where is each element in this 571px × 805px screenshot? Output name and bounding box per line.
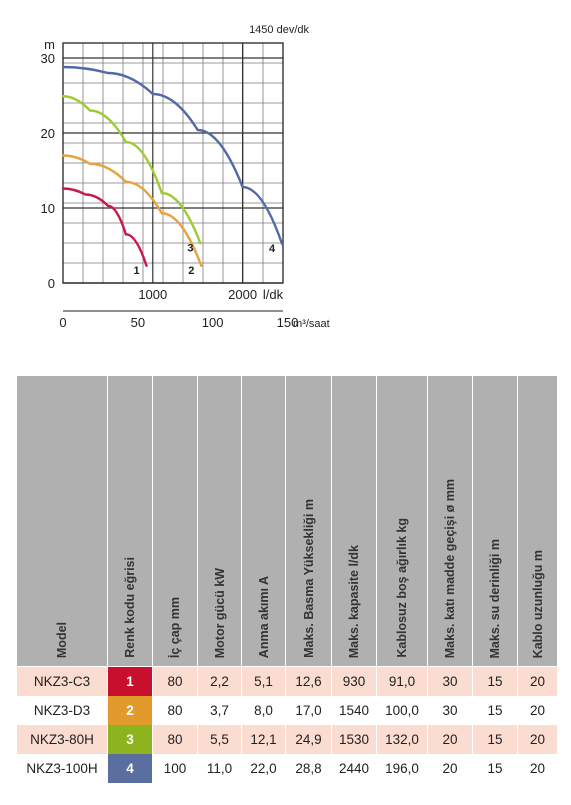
curve-2 — [61, 154, 203, 267]
table-cell: 12,6 — [285, 666, 332, 696]
model-cell: NKZ3-100H — [16, 754, 108, 783]
table-cell: 30 — [427, 696, 473, 725]
column-header: Model — [16, 375, 108, 667]
table-cell: 132,0 — [376, 725, 428, 754]
table-row: NKZ3-C3 1 80 2,2 5,1 12,6 930 91,0 30 15 20 — [16, 666, 558, 696]
x-tick-label-bottom: 0 — [59, 315, 66, 330]
table-row: NKZ3-D3 2 80 3,7 8,0 17,0 1540 100,0 30 15 20 — [16, 696, 558, 725]
table-cell: 24,9 — [285, 725, 332, 754]
chart-svg: 1 2 3 4 0 10 20 30m 1000 2000 l/dk 0 50 100 150m³/saat… — [41, 24, 330, 330]
table-cell: 1530 — [331, 725, 377, 754]
column-header-label: Kablosuz boş ağırlık kg — [395, 518, 409, 658]
table-cell: 15 — [472, 754, 518, 783]
column-header-label: Anma akımı A — [256, 575, 271, 658]
table-cell: 22,0 — [241, 754, 286, 783]
table-cell: 20 — [517, 666, 558, 696]
y-axis-label: m — [44, 37, 55, 52]
curve-4 — [61, 65, 284, 246]
table-cell: 12,1 — [241, 725, 286, 754]
column-header: Maks. Basma Yüksekliği m — [285, 375, 332, 667]
x-axis-label-bottom: m³/saat — [293, 318, 330, 330]
pump-curve-chart: 1 2 3 4 0 10 20 30 m 1000 2000 l/dk 0 50 100 150 m³/saat… — [0, 0, 571, 340]
chart-title: 1450 dev/dk — [249, 24, 309, 36]
table-cell: 20 — [427, 725, 473, 754]
column-header: Maks. kapasite l/dk — [331, 375, 377, 667]
curve-1 — [61, 187, 148, 267]
table-cell: 930 — [331, 666, 377, 696]
curve-label-1: 1 — [133, 265, 139, 277]
table-cell: 5,1 — [241, 666, 286, 696]
y-tick-label: 10 — [41, 201, 55, 216]
y-tick-label: 30 — [41, 51, 55, 66]
color-code-cell: 4 — [107, 754, 153, 783]
y-tick-label: 0 — [48, 276, 55, 291]
table-cell: 1540 — [331, 696, 377, 725]
table-cell: 3,7 — [197, 696, 242, 725]
spec-table: Model Renk kodu eğrisi İç çap mm Motor gücü… — [16, 375, 558, 783]
column-header-label: Renk kodu eğrisi — [123, 557, 137, 658]
x-tick-label-bottom: 150 — [277, 315, 299, 330]
table-cell: 30 — [427, 666, 473, 696]
column-header-label: Maks. Basma Yüksekliği m — [301, 499, 316, 658]
color-code-cell: 2 — [107, 696, 153, 725]
table-cell: 100,0 — [376, 696, 428, 725]
table-cell: 8,0 — [241, 696, 286, 725]
column-header-label: Maks. katı madde geçişi ø mm — [443, 478, 457, 658]
table-cell: 80 — [152, 696, 198, 725]
column-header: Maks. katı madde geçişi ø mm — [427, 375, 473, 667]
column-header-label: Maks. kapasite l/dk — [347, 544, 361, 658]
x-tick-label-bottom: 50 — [131, 315, 145, 330]
table-cell: 5,5 — [197, 725, 242, 754]
table-row: NKZ3-100H 4 100 11,0 22,0 28,8 2440 196,0 20 15 20 — [16, 754, 558, 783]
table-cell: 20 — [517, 696, 558, 725]
model-cell: NKZ3-C3 — [16, 666, 108, 696]
table-cell: 20 — [427, 754, 473, 783]
table-cell: 2440 — [331, 754, 377, 783]
column-header: Maks. su derinliği m — [472, 375, 518, 667]
table-cell: 80 — [152, 666, 198, 696]
curve-label-4: 4 — [269, 243, 276, 255]
curve-3 — [61, 95, 202, 245]
y-tick-label: 20 — [41, 126, 55, 141]
table-body: NKZ3-C3 1 80 2,2 5,1 12,6 930 91,0 30 15 20 NKZ3-D3… — [16, 666, 558, 783]
column-header-label: Model — [55, 621, 69, 658]
table-cell: 15 — [472, 725, 518, 754]
x-tick-label-top: 1000 — [138, 287, 167, 302]
column-header-label: İç çap mm — [168, 596, 182, 658]
table-cell: 2,2 — [197, 666, 242, 696]
column-header-label: Maks. su derinliği m — [488, 538, 502, 658]
column-header: Renk kodu eğrisi — [107, 375, 153, 667]
table-cell: 20 — [517, 754, 558, 783]
color-code-cell: 3 — [107, 725, 153, 754]
plot-frame — [62, 42, 284, 284]
table-header-row: Model Renk kodu eğrisi İç çap mm Motor gücü… — [16, 375, 558, 667]
x-tick-label-bottom: 100 — [202, 315, 224, 330]
table-cell: 91,0 — [376, 666, 428, 696]
x-axis-label-top: l/dk — [263, 287, 284, 302]
column-header-label: Motor gücü kW — [212, 567, 227, 658]
table-cell: 11,0 — [197, 754, 242, 783]
table-cell: 196,0 — [376, 754, 428, 783]
column-header: İç çap mm — [152, 375, 198, 667]
table-row: NKZ3-80H 3 80 5,5 12,1 24,9 1530 132,0 20 15 20 — [16, 725, 558, 754]
color-code-cell: 1 — [107, 666, 153, 696]
curve-label-2: 2 — [188, 265, 194, 277]
table-cell: 80 — [152, 725, 198, 754]
column-header-label: Kablo uzunluğu m — [530, 549, 545, 658]
table-cell: 20 — [517, 725, 558, 754]
table-cell: 15 — [472, 666, 518, 696]
table-cell: 17,0 — [285, 696, 332, 725]
table-cell: 28,8 — [285, 754, 332, 783]
x-tick-label-top: 2000 — [228, 287, 257, 302]
column-header: Motor gücü kW — [197, 375, 242, 667]
column-header: Kablosuz boş ağırlık kg — [376, 375, 428, 667]
column-header: Anma akımı A — [241, 375, 286, 667]
curve-label-3: 3 — [187, 242, 193, 254]
model-cell: NKZ3-80H — [16, 725, 108, 754]
table-cell: 100 — [152, 754, 198, 783]
column-header: Kablo uzunluğu m — [517, 375, 558, 667]
table-cell: 15 — [472, 696, 518, 725]
model-cell: NKZ3-D3 — [16, 696, 108, 725]
